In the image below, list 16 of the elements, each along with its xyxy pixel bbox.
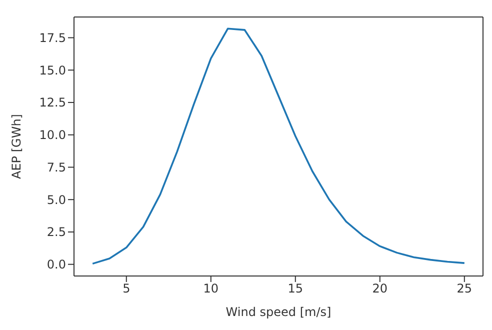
x-tick-label: 15: [288, 282, 304, 296]
x-tick-label: 25: [456, 282, 472, 296]
y-tick-label: 15.0: [39, 63, 66, 78]
y-tick-label: 17.5: [39, 30, 66, 45]
y-tick-label: 12.5: [39, 96, 66, 110]
x-axis-title: Wind speed [m/s]: [226, 305, 332, 319]
y-tick-label: 0.0: [46, 258, 66, 272]
y-tick-label: 10.0: [39, 128, 66, 142]
y-tick-label: 2.5: [46, 225, 66, 240]
y-axis-title: AEP [GWh]: [9, 114, 24, 179]
x-tick-label: 5: [122, 282, 130, 296]
y-tick-label: 7.5: [46, 160, 66, 174]
y-tick-label: 5.0: [46, 192, 66, 207]
x-tick-label: 10: [203, 282, 219, 296]
x-tick-label: 20: [372, 282, 388, 296]
line-series: [92, 28, 466, 265]
